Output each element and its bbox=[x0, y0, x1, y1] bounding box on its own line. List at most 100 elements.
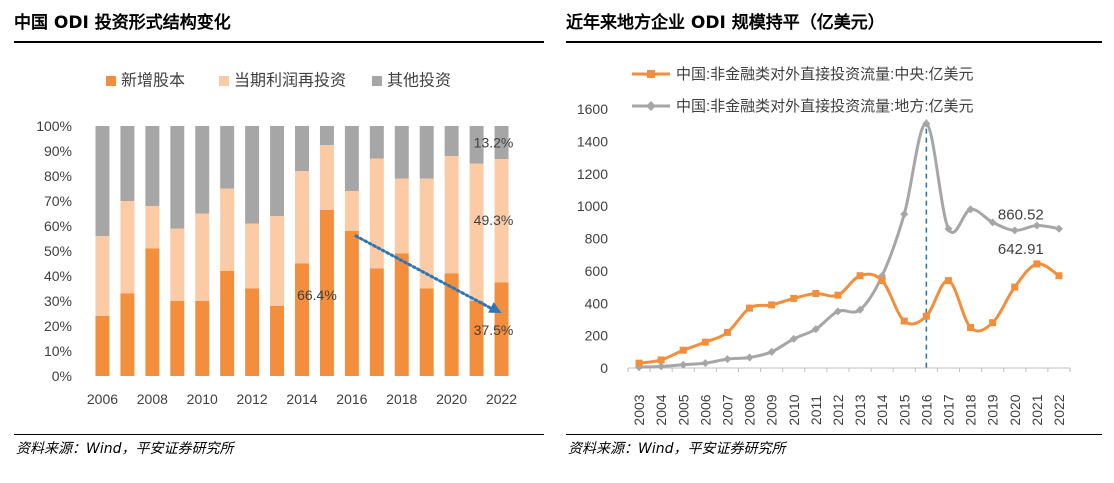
x-tick-label: 2012 bbox=[830, 394, 846, 425]
local-series-line bbox=[638, 122, 1060, 369]
local-point-2020 bbox=[1010, 226, 1019, 235]
bar-segment-2017-1 bbox=[369, 268, 384, 376]
x-tick-label: 2022 bbox=[486, 391, 517, 407]
x-tick-label: 2015 bbox=[896, 394, 912, 425]
annotation-2022-reinvest: 49.3% bbox=[474, 212, 514, 228]
bar-segment-2007-2 bbox=[120, 201, 135, 294]
bar-segment-2017-3 bbox=[369, 126, 384, 159]
x-tick-label: 2011 bbox=[808, 395, 824, 425]
central-point-2009 bbox=[768, 301, 776, 309]
local-point-2021 bbox=[1032, 221, 1041, 230]
x-tick-label: 2004 bbox=[653, 394, 669, 425]
bar-segment-2009-1 bbox=[170, 301, 185, 376]
local-point-2013 bbox=[856, 305, 865, 314]
data-label-central-2021: 642.91 bbox=[998, 241, 1044, 258]
right-title-rule bbox=[566, 41, 1102, 43]
x-tick-label: 2010 bbox=[786, 394, 802, 425]
bar-segment-2022-1 bbox=[494, 282, 509, 376]
right-panel: 近年来地方企业 ODI 规模持平（亿美元） 0 200 400 600 800 1000 1… bbox=[566, 0, 1102, 483]
bar-segment-2014-1 bbox=[295, 263, 309, 376]
x-tick-label: 2018 bbox=[386, 391, 417, 407]
x-tick-label: 2009 bbox=[764, 394, 780, 425]
y-tick-label: 1200 bbox=[577, 166, 608, 182]
bar-segment-2016-3 bbox=[344, 126, 359, 191]
bar-segment-2018-3 bbox=[394, 126, 409, 179]
local-point-2004 bbox=[657, 362, 666, 371]
central-point-2012 bbox=[834, 291, 842, 299]
y-tick-label: 50% bbox=[44, 243, 72, 259]
local-point-2011 bbox=[811, 325, 820, 334]
y-tick-label: 60% bbox=[44, 218, 72, 234]
legend-label-3: 其他投资 bbox=[387, 72, 451, 90]
bar-segment-2016-1 bbox=[344, 231, 359, 376]
bar-segment-2013-2 bbox=[270, 216, 285, 306]
bar-segment-2015-2 bbox=[319, 145, 334, 210]
bar-segment-2011-2 bbox=[220, 188, 235, 271]
local-point-2019 bbox=[988, 218, 997, 227]
legend-label-1: 新增股本 bbox=[121, 72, 185, 90]
x-tick-label: 2010 bbox=[187, 391, 218, 407]
local-point-2005 bbox=[679, 360, 688, 369]
left-source-rule bbox=[14, 434, 544, 435]
bar-segment-2019-1 bbox=[419, 288, 434, 376]
bar-segment-2020-1 bbox=[444, 273, 459, 376]
x-tick-label: 2016 bbox=[336, 391, 367, 407]
y-tick-label: 90% bbox=[44, 143, 72, 159]
x-tick-label: 2005 bbox=[675, 394, 691, 425]
x-tick-label: 2021 bbox=[1029, 394, 1045, 425]
legend-label-1: 中国:非金融类对外直接投资流量:中央:亿美元 bbox=[676, 66, 974, 83]
bar-segment-2009-2 bbox=[170, 228, 185, 301]
central-point-2005 bbox=[679, 346, 687, 354]
y-tick-label: 0% bbox=[52, 368, 72, 384]
x-tick-label: 2019 bbox=[985, 394, 1001, 425]
local-point-2016 bbox=[922, 119, 931, 128]
stacked-bar-chart: 新增股本 当期利润再投资 其他投资 0% 10% 20% 30% 40% 50% 60% 70% 80… bbox=[36, 72, 517, 408]
y-tick-label: 20% bbox=[44, 318, 72, 334]
x-tick-label: 2014 bbox=[286, 391, 317, 407]
central-point-2015 bbox=[900, 317, 908, 325]
bar-segment-2007-1 bbox=[120, 293, 135, 376]
x-tick-label: 2008 bbox=[742, 394, 758, 425]
local-point-2009 bbox=[767, 347, 776, 356]
central-point-2014 bbox=[878, 277, 886, 285]
y-tick-label: 400 bbox=[585, 295, 609, 311]
local-point-2012 bbox=[833, 307, 842, 316]
y-tick-label: 800 bbox=[585, 231, 609, 247]
bar-segment-2020-2 bbox=[444, 156, 459, 274]
central-point-2003 bbox=[635, 359, 643, 367]
bar-segment-2021-1 bbox=[469, 301, 484, 376]
bar-segment-2016-2 bbox=[344, 191, 359, 231]
central-point-2020 bbox=[1011, 283, 1019, 291]
x-tick-label: 2020 bbox=[436, 391, 467, 407]
y-tick-label: 100% bbox=[36, 118, 72, 134]
line-chart: 0 200 400 600 800 1000 1200 1400 1600 2003 2004 200… bbox=[577, 66, 1071, 426]
bar-segment-2010-3 bbox=[195, 126, 210, 214]
central-point-2016 bbox=[922, 312, 930, 320]
central-point-2006 bbox=[701, 338, 709, 346]
local-point-2015 bbox=[900, 210, 909, 219]
x-tick-label: 2007 bbox=[719, 394, 735, 425]
x-tick-label: 2016 bbox=[918, 394, 934, 425]
central-point-2011 bbox=[812, 290, 820, 298]
local-point-2006 bbox=[701, 359, 710, 368]
right-source-note: 资料来源：Wind，平安证券研究所 bbox=[568, 441, 786, 457]
bar-segment-2018-1 bbox=[394, 253, 409, 376]
y-tick-label: 10% bbox=[44, 343, 72, 359]
annotation-2015: 66.4% bbox=[297, 287, 337, 303]
bar-segment-2013-3 bbox=[270, 126, 285, 216]
x-tick-label: 2014 bbox=[874, 394, 890, 425]
y-tick-label: 1000 bbox=[577, 198, 608, 214]
y-tick-label: 40% bbox=[44, 268, 72, 284]
local-point-2018 bbox=[966, 205, 975, 214]
bar-segment-2006-2 bbox=[95, 236, 110, 316]
bar-segment-2021-3 bbox=[469, 126, 484, 164]
bar-segment-2022-3 bbox=[494, 126, 509, 159]
annotation-2022-equity: 37.5% bbox=[474, 322, 514, 338]
right-source-rule bbox=[566, 434, 1102, 435]
bar-segment-2021-2 bbox=[469, 163, 484, 301]
bar-segment-2022-2 bbox=[494, 159, 509, 283]
y-tick-label: 1600 bbox=[577, 101, 608, 117]
central-point-2022 bbox=[1055, 272, 1063, 280]
data-label-local-latest: 860.52 bbox=[998, 207, 1044, 224]
local-point-2017 bbox=[944, 224, 953, 233]
